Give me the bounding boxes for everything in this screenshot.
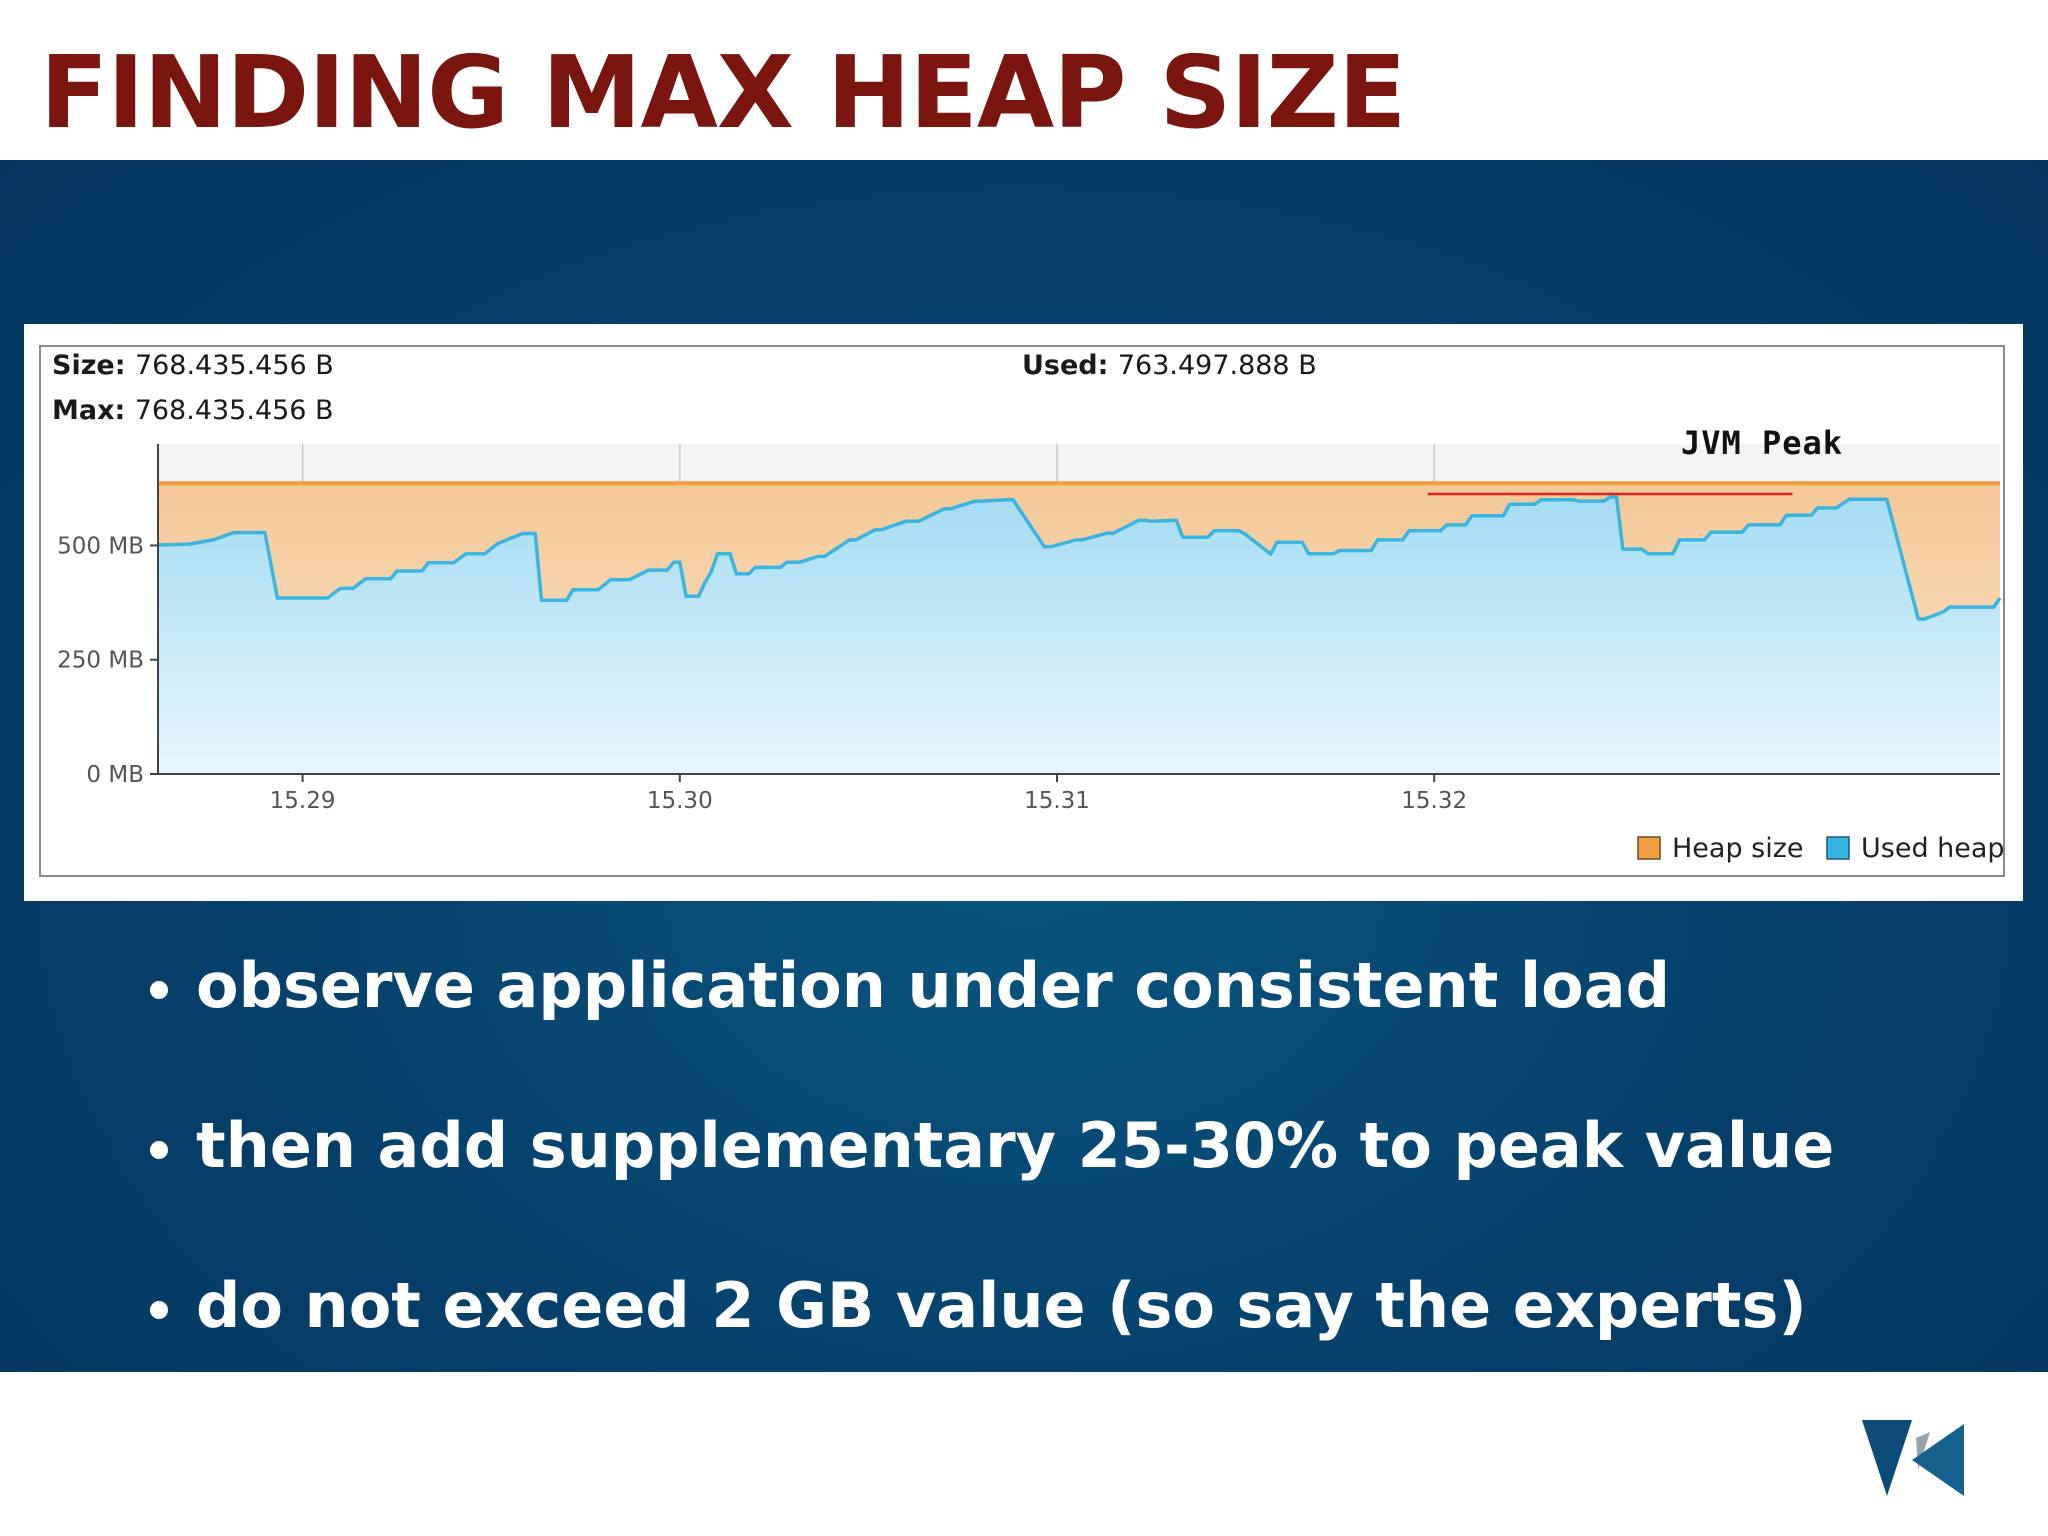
bullet-item: do not exceed 2 GB value (so say the exp…	[150, 1270, 1834, 1342]
bullet-text: then add supplementary 25-30% to peak va…	[196, 1109, 1835, 1182]
jvm-peak-label: JVM Peak	[1681, 424, 1843, 462]
legend-swatch-heap-size	[1637, 836, 1661, 860]
y-tick-label: 0 MB	[86, 762, 144, 788]
y-tick-label: 500 MB	[57, 533, 144, 559]
max-readout: Max: 768.435.456 B	[52, 395, 334, 426]
used-heap-line	[157, 495, 2002, 621]
bullet-dot	[150, 1301, 168, 1319]
bullet-item: then add supplementary 25-30% to peak va…	[150, 1110, 1834, 1182]
bullet-item: observe application under consistent loa…	[150, 950, 1834, 1022]
heap-chart: Size: 768.435.456 B Max: 768.435.456 B Use…	[39, 345, 2005, 877]
used-readout: Used: 763.497.888 B	[1022, 350, 1317, 381]
slide-title: FINDING MAX HEAP SIZE	[40, 34, 1406, 151]
bullet-text: do not exceed 2 GB value (so say the exp…	[196, 1269, 1807, 1342]
legend-label-used-heap: Used heap	[1861, 833, 2005, 864]
legend-label-heap-size: Heap size	[1672, 833, 1804, 864]
legend-swatch-used-heap	[1826, 836, 1850, 860]
x-tick-label: 15.29	[270, 788, 336, 814]
x-tick-label: 15.30	[647, 788, 713, 814]
size-readout: Size: 768.435.456 B	[52, 350, 334, 381]
bullet-dot	[150, 981, 168, 999]
brand-logo	[1862, 1420, 1964, 1496]
bullet-dot	[150, 1141, 168, 1159]
used-heap-area	[158, 497, 2000, 774]
chart-panel: Size: 768.435.456 B Max: 768.435.456 B Use…	[24, 324, 2023, 901]
bullet-text: observe application under consistent loa…	[196, 949, 1670, 1022]
y-tick-label: 250 MB	[57, 648, 144, 674]
bullet-list: observe application under consistent loa…	[150, 950, 1834, 1430]
x-tick-label: 15.32	[1401, 788, 1467, 814]
x-tick-label: 15.31	[1024, 788, 1090, 814]
